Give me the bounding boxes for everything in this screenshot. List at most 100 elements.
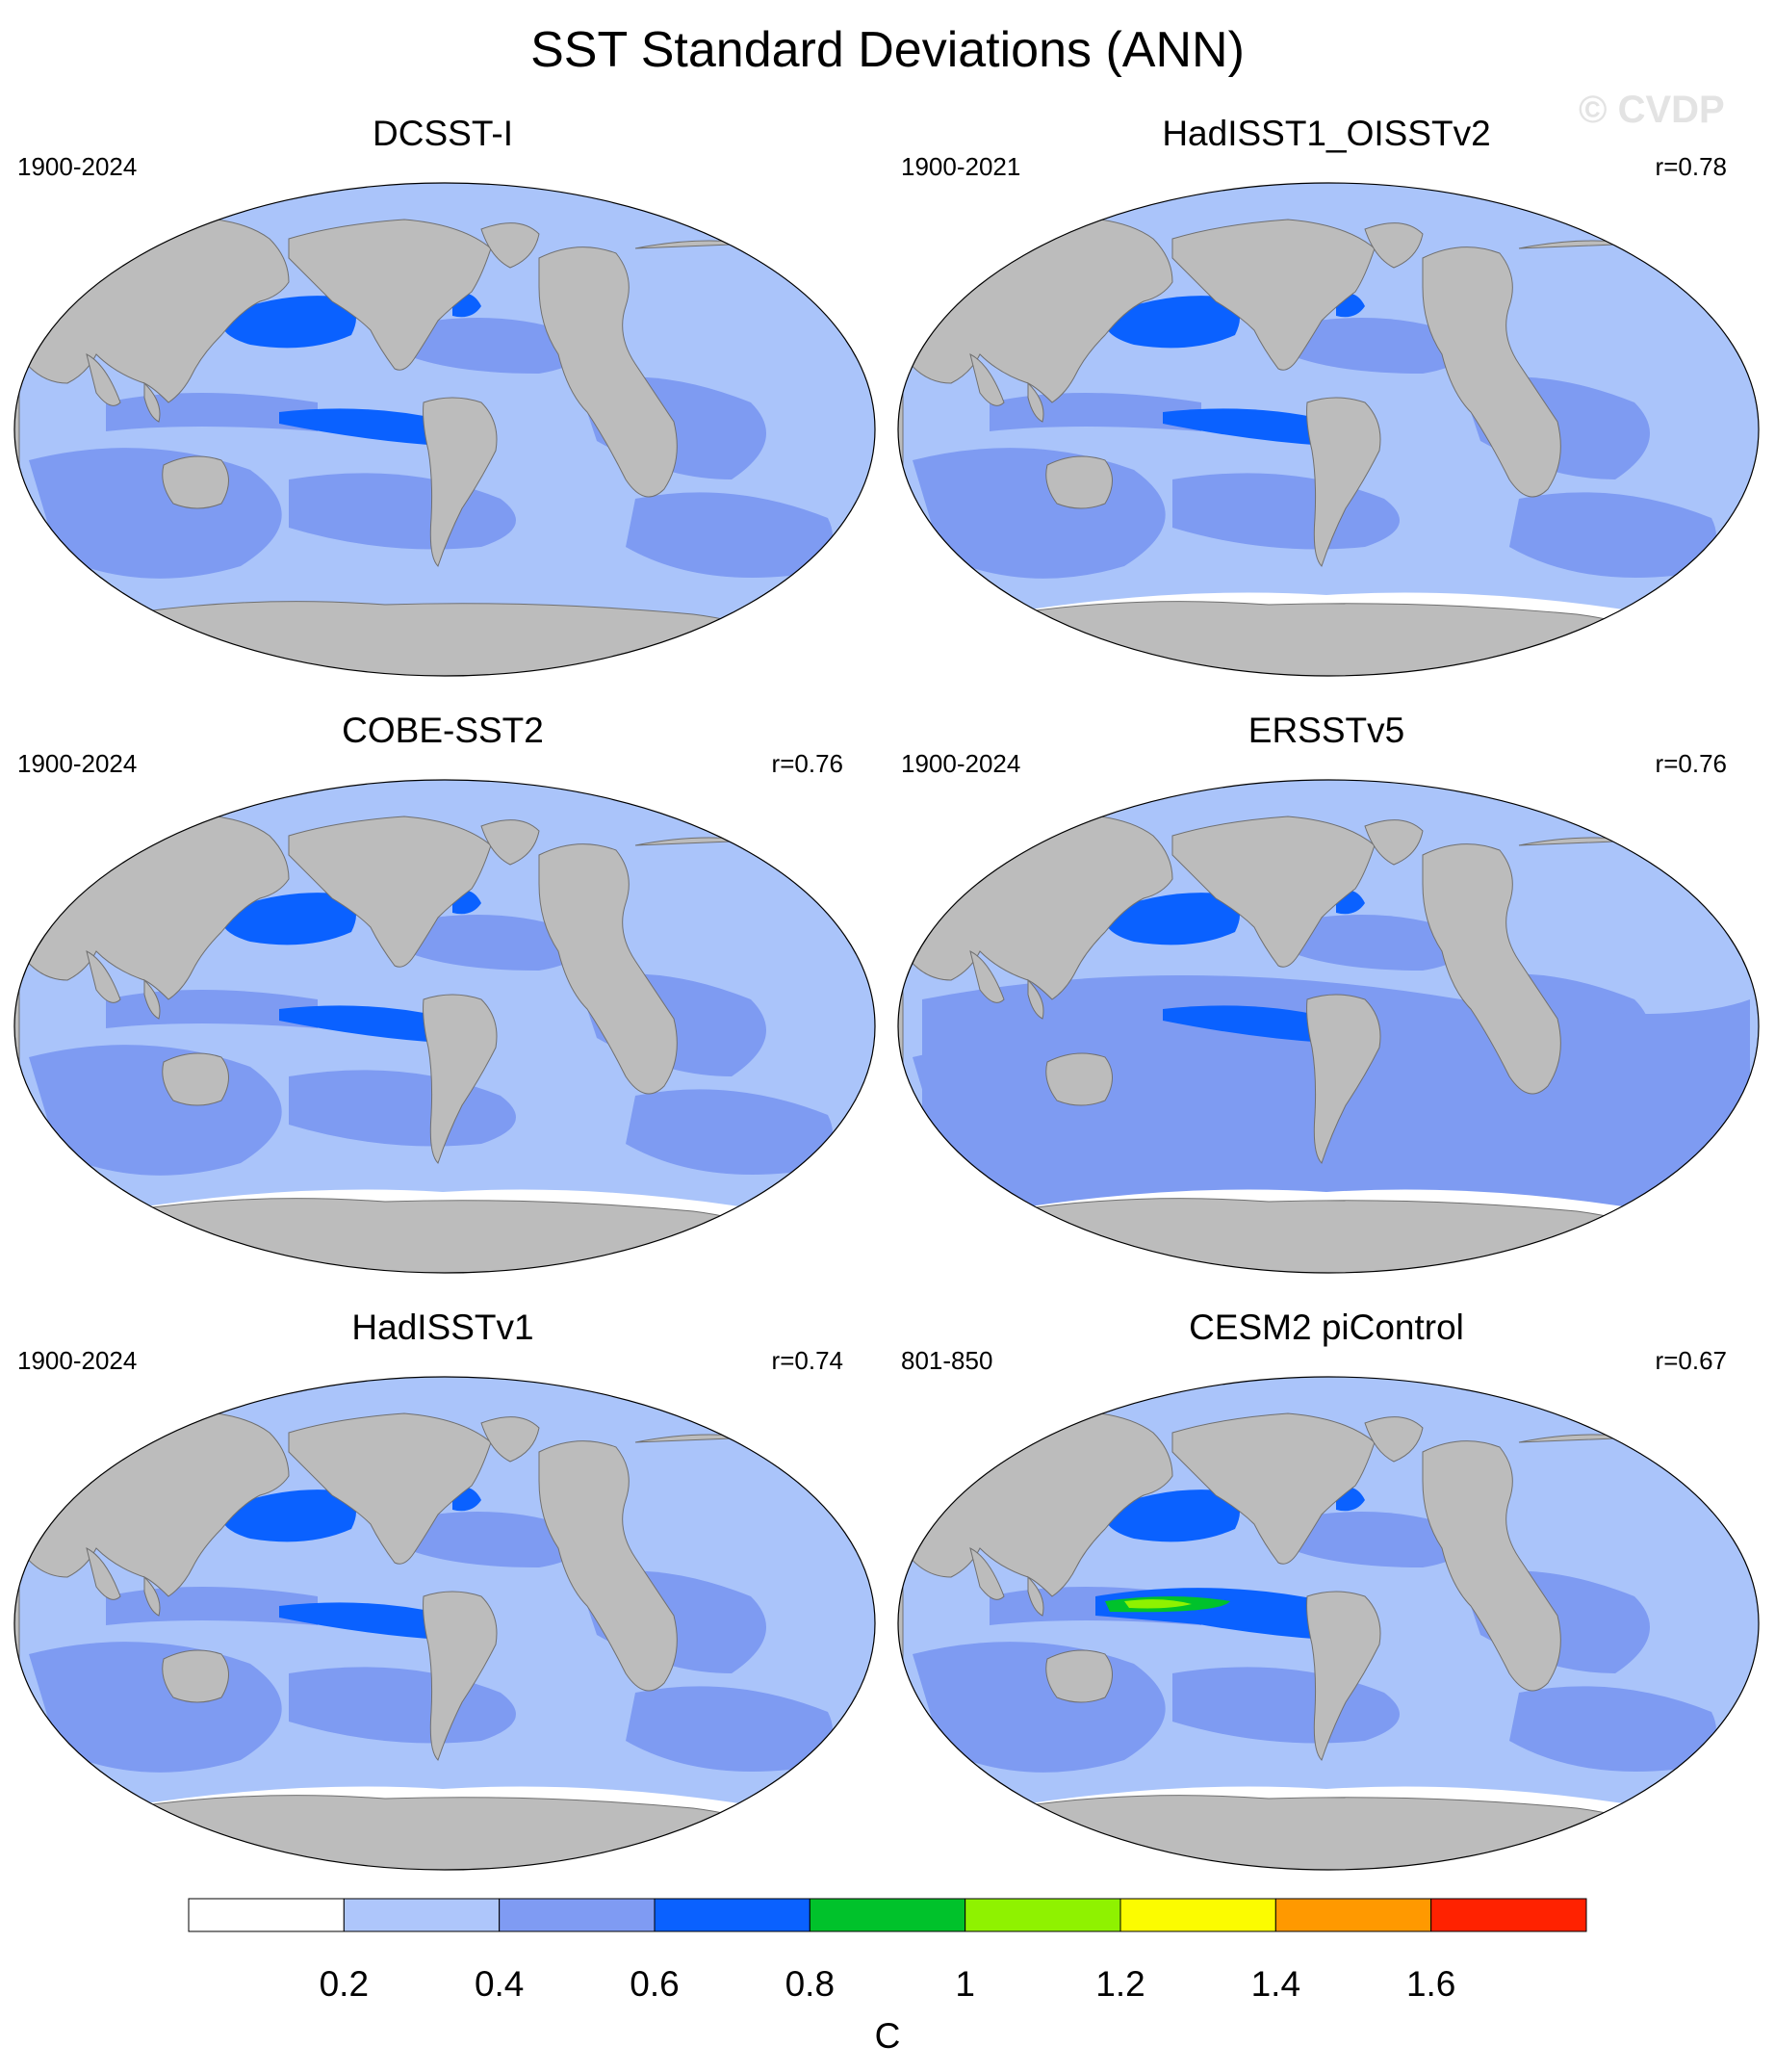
sst-band-0-4 xyxy=(1288,318,1466,374)
panel-correlation: r=0.74 xyxy=(771,1346,843,1375)
world-map xyxy=(897,779,1760,1274)
colorbar-swatch xyxy=(1274,1898,1432,1932)
panel-correlation: r=0.78 xyxy=(1655,152,1727,181)
landmass xyxy=(162,455,229,509)
landmass xyxy=(288,219,492,371)
panel-title: COBE-SST2 xyxy=(342,711,544,750)
landmass xyxy=(1171,816,1376,968)
sst-band-0-6 xyxy=(1163,1005,1331,1043)
colorbar-swatch xyxy=(499,1898,656,1932)
world-map xyxy=(13,779,876,1274)
world-map xyxy=(13,1376,876,1871)
colorbar-tick-label: 0.6 xyxy=(630,1964,680,2004)
landmass xyxy=(969,950,1044,1020)
sst-band-0-4 xyxy=(404,915,582,971)
map-panel-hadisst1-oisstv2: HadISST1_OISSTv2 1900-2021 r=0.78 xyxy=(884,114,1769,711)
map-border xyxy=(13,1376,876,1871)
landmass xyxy=(480,819,540,866)
landmass xyxy=(1364,1416,1424,1463)
landmass xyxy=(1422,843,1561,1095)
colorbar-unit-label: C xyxy=(874,2016,901,2056)
panel-title: HadISSTv1 xyxy=(351,1308,534,1347)
sst-band-0-4 xyxy=(626,1686,833,1772)
landmass xyxy=(480,222,540,269)
colorbar-swatch xyxy=(1430,1898,1587,1932)
landmass xyxy=(1364,222,1424,269)
landmass xyxy=(86,1547,161,1617)
sst-band-0-6 xyxy=(1104,296,1240,349)
landmass xyxy=(86,950,161,1020)
landmass xyxy=(162,1649,229,1703)
map-border xyxy=(13,182,876,677)
landmass xyxy=(1364,819,1424,866)
colorbar-swatch xyxy=(1119,1898,1276,1932)
landmass xyxy=(1171,219,1376,371)
landmass xyxy=(288,1412,492,1565)
panel-years: 1900-2021 xyxy=(901,152,1021,181)
sst-band-0-6 xyxy=(279,408,448,446)
landmass xyxy=(538,246,678,498)
sst-band-0-4 xyxy=(1288,915,1466,971)
colorbar-swatch xyxy=(343,1898,501,1932)
map-panel-cesm2-picontrol: CESM2 piControl 801-850 r=0.67 xyxy=(884,1308,1769,1904)
map-panel-cobe-sst2: COBE-SST2 1900-2024 r=0.76 xyxy=(0,711,886,1308)
landmass xyxy=(538,1440,678,1692)
map-panel-hadisstv1: HadISSTv1 1900-2024 r=0.74 xyxy=(0,1308,886,1904)
panel-correlation: r=0.76 xyxy=(1655,749,1727,778)
landmass xyxy=(1422,1440,1561,1692)
sst-band-0-4 xyxy=(1509,492,1716,578)
map-border xyxy=(13,779,876,1274)
landmass xyxy=(969,353,1044,423)
landmass xyxy=(288,816,492,968)
landmass xyxy=(423,397,498,567)
panel-years: 801-850 xyxy=(901,1346,993,1375)
landmass xyxy=(1045,1052,1113,1106)
sst-band-0-6 xyxy=(1104,1489,1240,1542)
sst-band-0-6 xyxy=(220,296,356,349)
colorbar-swatch xyxy=(809,1898,966,1932)
colorbar-tick-label: 1.4 xyxy=(1250,1964,1301,2004)
sst-band-0-4 xyxy=(404,318,582,374)
landmass xyxy=(480,1416,540,1463)
cvdp-watermark: © CVDP xyxy=(1579,89,1725,131)
landmass xyxy=(423,994,498,1164)
sst-band-0-4 xyxy=(404,1512,582,1567)
colorbar-swatch xyxy=(965,1898,1121,1932)
colorbar-tick-label: 0.4 xyxy=(474,1964,525,2004)
landmass xyxy=(1306,1591,1381,1761)
sst-band-0-4 xyxy=(1509,1686,1716,1772)
panel-correlation: r=0.67 xyxy=(1655,1346,1727,1375)
map-border xyxy=(897,182,1760,677)
landmass xyxy=(423,1591,498,1761)
landmass xyxy=(1045,455,1113,509)
panel-title: HadISST1_OISSTv2 xyxy=(1162,114,1491,153)
landmass xyxy=(1171,1412,1376,1565)
colorbar-tick-label: 0.8 xyxy=(785,1964,836,2004)
main-title: SST Standard Deviations (ANN) xyxy=(530,22,1245,78)
sst-band-0-6 xyxy=(220,1489,356,1542)
world-map xyxy=(13,182,876,677)
panel-title: DCSST-I xyxy=(373,114,513,153)
panel-title: CESM2 piControl xyxy=(1189,1308,1464,1347)
map-border xyxy=(897,779,1760,1274)
landmass xyxy=(1045,1649,1113,1703)
landmass xyxy=(1306,994,1381,1164)
landmass xyxy=(162,1052,229,1106)
panel-years: 1900-2024 xyxy=(17,749,138,778)
sst-band-0-6 xyxy=(1104,893,1240,945)
panel-years: 1900-2024 xyxy=(17,152,138,181)
landmass xyxy=(86,353,161,423)
map-panel-dcsst-i: DCSST-I 1900-2024 xyxy=(0,114,886,711)
landmass xyxy=(1306,397,1381,567)
sst-band-0-6 xyxy=(1163,408,1331,446)
panel-years: 1900-2024 xyxy=(901,749,1021,778)
sst-band-0-4 xyxy=(626,492,833,578)
panel-years: 1900-2024 xyxy=(17,1346,138,1375)
colorbar-tick-label: 1.2 xyxy=(1095,1964,1145,2004)
sst-band-0-4 xyxy=(1288,1512,1466,1567)
colorbar-swatch xyxy=(188,1898,345,1932)
landmass xyxy=(538,843,678,1095)
sst-band-0-4 xyxy=(626,1089,833,1175)
colorbar-tick-label: 1.6 xyxy=(1405,1964,1456,2004)
